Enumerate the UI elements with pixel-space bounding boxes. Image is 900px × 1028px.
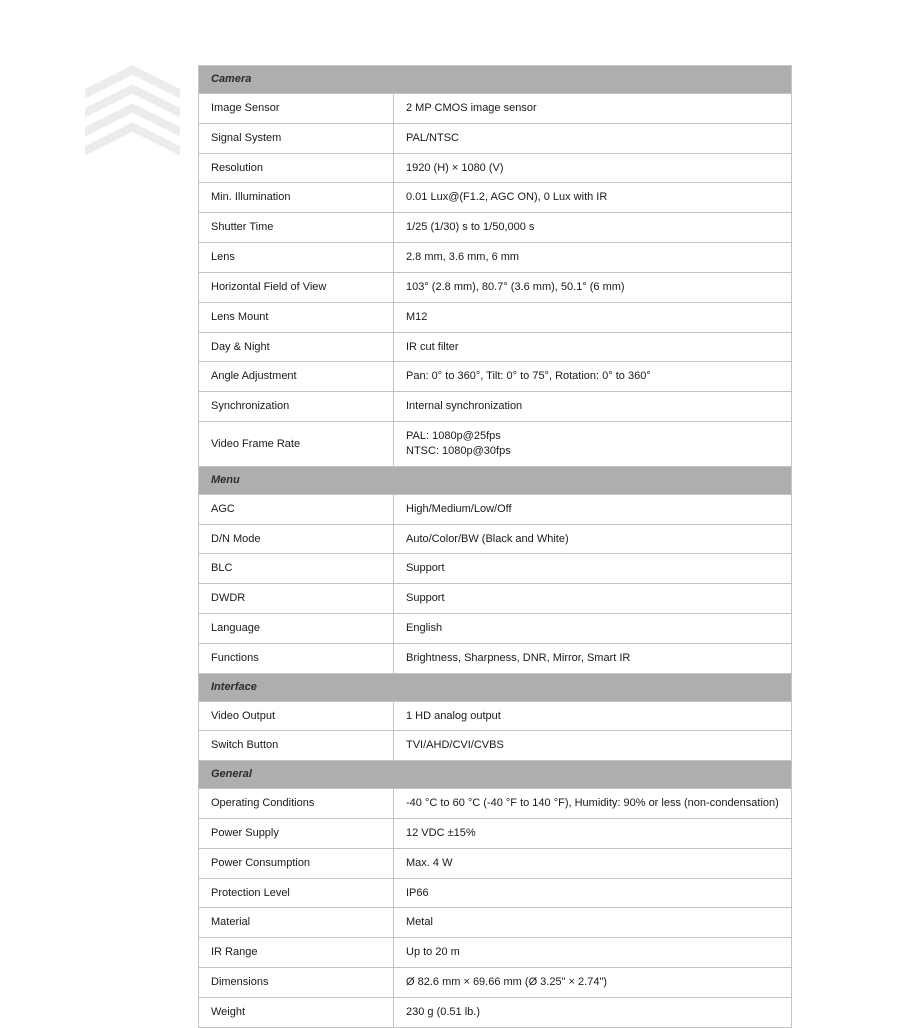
spec-label: Language — [199, 614, 394, 644]
section-header: General — [199, 761, 792, 789]
spec-value: English — [394, 614, 792, 644]
table-row: DimensionsØ 82.6 mm × 69.66 mm (Ø 3.25" … — [199, 968, 792, 998]
table-row: Power Supply12 VDC ±15% — [199, 818, 792, 848]
spec-label: Lens Mount — [199, 302, 394, 332]
spec-value: 12 VDC ±15% — [394, 818, 792, 848]
spec-label: Weight — [199, 998, 394, 1028]
spec-value: PAL/NTSC — [394, 123, 792, 153]
table-row: AGCHigh/Medium/Low/Off — [199, 494, 792, 524]
spec-label: DWDR — [199, 584, 394, 614]
spec-table: CameraImage Sensor2 MP CMOS image sensor… — [198, 65, 792, 1028]
spec-label: BLC — [199, 554, 394, 584]
table-row: Video Output1 HD analog output — [199, 701, 792, 731]
section-header: Camera — [199, 66, 792, 94]
spec-value: Internal synchronization — [394, 392, 792, 422]
spec-label: Dimensions — [199, 968, 394, 998]
spec-label: Angle Adjustment — [199, 362, 394, 392]
spec-label: Image Sensor — [199, 93, 394, 123]
table-row: D/N ModeAuto/Color/BW (Black and White) — [199, 524, 792, 554]
table-row: Day & NightIR cut filter — [199, 332, 792, 362]
spec-value: Pan: 0° to 360°, Tilt: 0° to 75°, Rotati… — [394, 362, 792, 392]
table-row: BLCSupport — [199, 554, 792, 584]
spec-value: Support — [394, 554, 792, 584]
spec-label: Horizontal Field of View — [199, 272, 394, 302]
spec-value: 1920 (H) × 1080 (V) — [394, 153, 792, 183]
spec-label: Functions — [199, 643, 394, 673]
spec-value: 230 g (0.51 lb.) — [394, 998, 792, 1028]
table-row: Signal SystemPAL/NTSC — [199, 123, 792, 153]
spec-value: Support — [394, 584, 792, 614]
table-row: Switch ButtonTVI/AHD/CVI/CVBS — [199, 731, 792, 761]
section-title: Menu — [199, 466, 792, 494]
table-row: Lens2.8 mm, 3.6 mm, 6 mm — [199, 243, 792, 273]
spec-label: Power Supply — [199, 818, 394, 848]
table-row: Horizontal Field of View103° (2.8 mm), 8… — [199, 272, 792, 302]
spec-label: Protection Level — [199, 878, 394, 908]
table-row: DWDRSupport — [199, 584, 792, 614]
table-row: SynchronizationInternal synchronization — [199, 392, 792, 422]
table-row: Operating Conditions-40 °C to 60 °C (-40… — [199, 789, 792, 819]
decorative-corner-icon — [85, 65, 180, 170]
table-row: Image Sensor2 MP CMOS image sensor — [199, 93, 792, 123]
spec-value: 103° (2.8 mm), 80.7° (3.6 mm), 50.1° (6 … — [394, 272, 792, 302]
spec-label: Lens — [199, 243, 394, 273]
spec-value: TVI/AHD/CVI/CVBS — [394, 731, 792, 761]
spec-value: 1/25 (1/30) s to 1/50,000 s — [394, 213, 792, 243]
table-row: MaterialMetal — [199, 908, 792, 938]
spec-label: Power Consumption — [199, 848, 394, 878]
spec-label: Video Frame Rate — [199, 422, 394, 467]
section-header: Interface — [199, 673, 792, 701]
spec-label: D/N Mode — [199, 524, 394, 554]
table-row: Power ConsumptionMax. 4 W — [199, 848, 792, 878]
table-row: LanguageEnglish — [199, 614, 792, 644]
spec-value: 2 MP CMOS image sensor — [394, 93, 792, 123]
spec-value: Metal — [394, 908, 792, 938]
table-row: Angle AdjustmentPan: 0° to 360°, Tilt: 0… — [199, 362, 792, 392]
table-row: FunctionsBrightness, Sharpness, DNR, Mir… — [199, 643, 792, 673]
spec-label: IR Range — [199, 938, 394, 968]
table-row: Lens MountM12 — [199, 302, 792, 332]
spec-value: High/Medium/Low/Off — [394, 494, 792, 524]
spec-label: Switch Button — [199, 731, 394, 761]
section-title: Interface — [199, 673, 792, 701]
spec-label: Material — [199, 908, 394, 938]
table-row: Min. Illumination0.01 Lux@(F1.2, AGC ON)… — [199, 183, 792, 213]
table-row: Weight230 g (0.51 lb.) — [199, 998, 792, 1028]
spec-value: 2.8 mm, 3.6 mm, 6 mm — [394, 243, 792, 273]
spec-value: Brightness, Sharpness, DNR, Mirror, Smar… — [394, 643, 792, 673]
spec-label: Min. Illumination — [199, 183, 394, 213]
spec-label: Synchronization — [199, 392, 394, 422]
spec-label: Signal System — [199, 123, 394, 153]
spec-value: 0.01 Lux@(F1.2, AGC ON), 0 Lux with IR — [394, 183, 792, 213]
spec-value: 1 HD analog output — [394, 701, 792, 731]
table-row: Protection LevelIP66 — [199, 878, 792, 908]
spec-label: Resolution — [199, 153, 394, 183]
table-row: Resolution1920 (H) × 1080 (V) — [199, 153, 792, 183]
spec-value: -40 °C to 60 °C (-40 °F to 140 °F), Humi… — [394, 789, 792, 819]
section-title: General — [199, 761, 792, 789]
spec-value: Up to 20 m — [394, 938, 792, 968]
spec-label: AGC — [199, 494, 394, 524]
spec-value: Ø 82.6 mm × 69.66 mm (Ø 3.25" × 2.74") — [394, 968, 792, 998]
spec-label: Day & Night — [199, 332, 394, 362]
spec-label: Video Output — [199, 701, 394, 731]
spec-value: IP66 — [394, 878, 792, 908]
spec-value: PAL: 1080p@25fpsNTSC: 1080p@30fps — [394, 422, 792, 467]
section-title: Camera — [199, 66, 792, 94]
spec-value: Max. 4 W — [394, 848, 792, 878]
spec-table-body: CameraImage Sensor2 MP CMOS image sensor… — [199, 66, 792, 1028]
spec-value: M12 — [394, 302, 792, 332]
section-header: Menu — [199, 466, 792, 494]
spec-label: Operating Conditions — [199, 789, 394, 819]
spec-value: IR cut filter — [394, 332, 792, 362]
spec-label: Shutter Time — [199, 213, 394, 243]
table-row: IR RangeUp to 20 m — [199, 938, 792, 968]
table-row: Video Frame RatePAL: 1080p@25fpsNTSC: 10… — [199, 422, 792, 467]
spec-value: Auto/Color/BW (Black and White) — [394, 524, 792, 554]
table-row: Shutter Time1/25 (1/30) s to 1/50,000 s — [199, 213, 792, 243]
